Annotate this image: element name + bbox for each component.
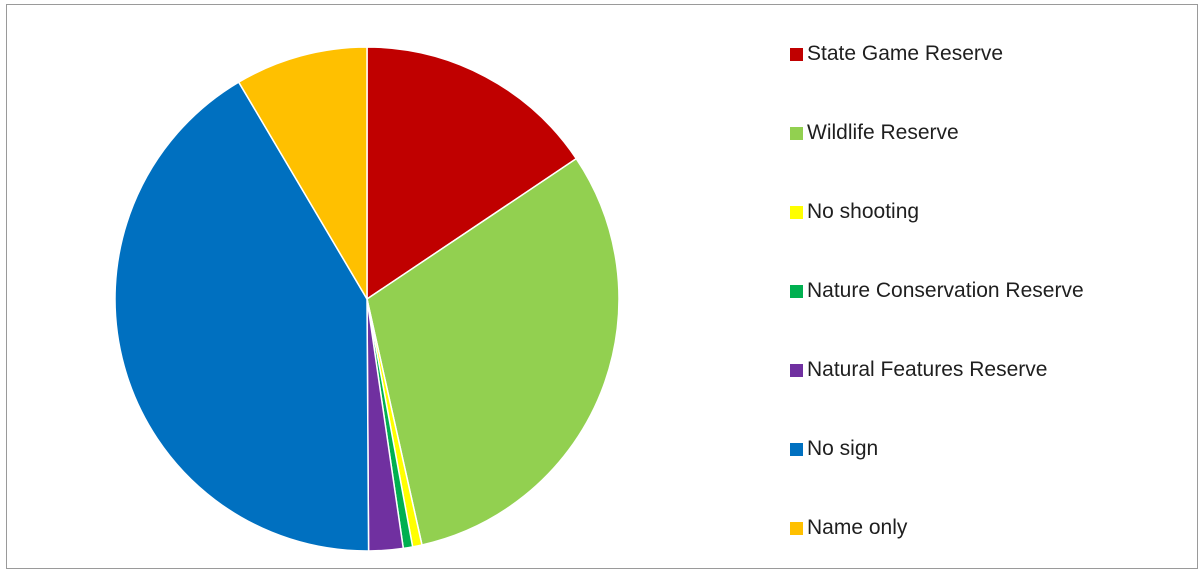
- legend-label: Nature Conservation Reserve: [807, 279, 1084, 302]
- legend-item: No shooting: [790, 197, 919, 227]
- pie-slice-name-only: [237, 46, 368, 300]
- legend: State Game Reserve Wildlife Reserve No sho…: [790, 42, 1170, 574]
- legend-swatch: [790, 521, 803, 535]
- pie-slice-no-sign: [114, 81, 370, 552]
- legend-item: Wildlife Reserve: [790, 118, 959, 148]
- legend-swatch: [790, 363, 803, 377]
- legend-item: State Game Reserve: [790, 39, 1003, 69]
- pie-slice-state-game-reserve: [366, 46, 578, 300]
- legend-item: Name only: [790, 513, 907, 543]
- pie-slice-wildlife-reserve: [366, 157, 620, 546]
- legend-label: No sign: [807, 437, 879, 460]
- legend-swatch: [790, 205, 803, 219]
- legend-swatch: [790, 47, 803, 61]
- legend-item: No sign: [790, 434, 878, 464]
- legend-swatch: [790, 442, 803, 456]
- legend-label: Name only: [807, 516, 908, 539]
- legend-label: Natural Features Reserve: [807, 358, 1048, 381]
- legend-swatch: [790, 284, 803, 298]
- legend-label: State Game Reserve: [807, 42, 1004, 65]
- legend-label: Wildlife Reserve: [807, 121, 959, 144]
- legend-item: Natural Features Reserve: [790, 355, 1047, 385]
- legend-label: No shooting: [807, 200, 920, 223]
- legend-item: Nature Conservation Reserve: [790, 276, 1084, 306]
- chart-area: State Game Reserve Wildlife Reserve No sho…: [6, 4, 1198, 569]
- pie-chart: [114, 46, 620, 552]
- legend-swatch: [790, 126, 803, 140]
